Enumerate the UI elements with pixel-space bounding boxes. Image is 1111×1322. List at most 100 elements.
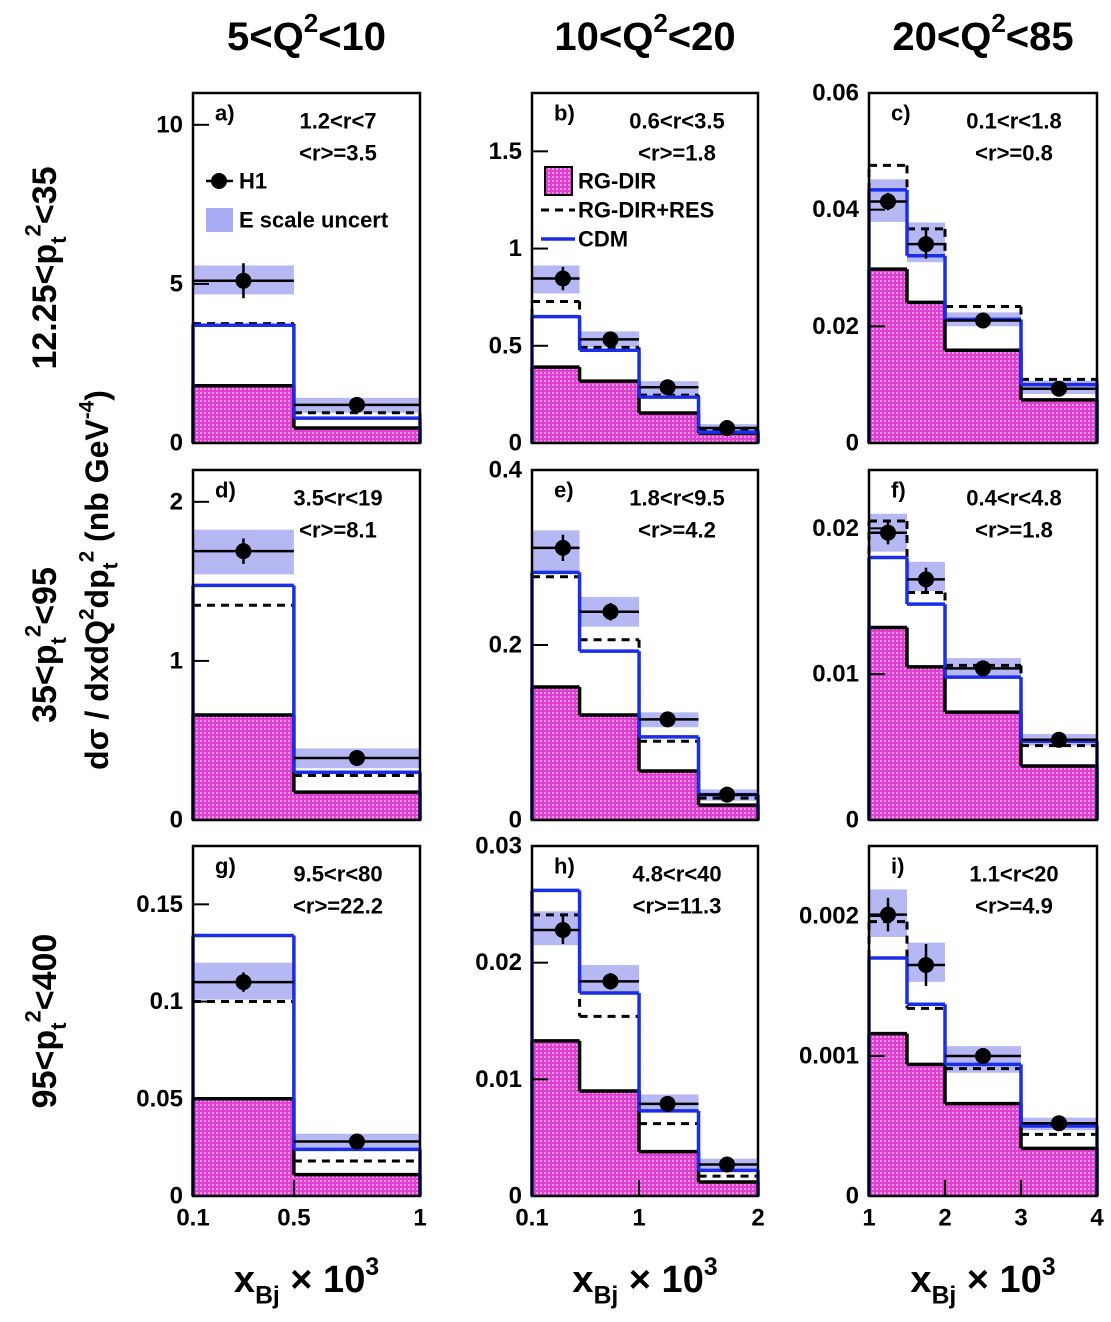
rg-dir-fill [532, 687, 580, 820]
annotation: 9.5<r<80 [293, 862, 382, 887]
rg-dir-fill [945, 350, 1021, 443]
label-part: × 10 [618, 1259, 704, 1301]
rg-dir-fill [1021, 766, 1097, 820]
h1-point [719, 1156, 736, 1173]
label-part: 2 [76, 608, 99, 620]
rg-dir-fill [293, 428, 420, 443]
label-part: 5<Q [227, 15, 304, 59]
annotation: <r>=1.8 [975, 518, 1053, 543]
rg-dir-fill [945, 712, 1021, 820]
x-tick-label: 0.1 [515, 1205, 548, 1232]
label-part: t [46, 636, 71, 644]
x-tick-label: 2 [938, 1205, 951, 1232]
label-part: -4 [76, 400, 99, 419]
legend-symbol [206, 208, 233, 232]
annotation: 4.8<r<40 [632, 862, 721, 887]
h1-point [1051, 380, 1067, 397]
label-part: <95 [26, 567, 64, 625]
label-part: ) [79, 390, 115, 401]
h1-point [880, 524, 896, 541]
panel-label: h) [554, 854, 575, 879]
y-tick-label: 0.02 [812, 313, 859, 340]
rg-dir-fill [869, 1033, 907, 1196]
y-tick-label: 0 [509, 430, 522, 457]
label-part: <20 [668, 15, 736, 59]
y-tick-label: 0.2 [489, 632, 522, 659]
y-tick-label: 0.02 [475, 949, 522, 976]
y-tick-label: 0.01 [812, 661, 859, 688]
y-tick-label: 0 [846, 1183, 859, 1210]
label-part: x [910, 1259, 931, 1301]
label-part: Bj [594, 1282, 619, 1309]
x-axis-title: xBj × 103 [572, 1254, 717, 1310]
h1-point [880, 906, 896, 923]
label-part: × 10 [956, 1259, 1042, 1301]
label-part: x [572, 1259, 593, 1301]
rg-dir-fill [639, 1151, 699, 1196]
label-part: <35 [26, 166, 64, 224]
legend-symbol [211, 173, 227, 189]
panel-frame [867, 91, 1099, 445]
h1-point [918, 571, 934, 588]
y-tick-label: 1 [509, 235, 522, 262]
panel-frame [530, 844, 760, 1198]
rg-dir-fill [193, 385, 294, 443]
y-tick-label: 0.002 [799, 903, 859, 930]
panel-frame [191, 91, 422, 445]
panel-label: e) [554, 478, 574, 503]
x-tick-label: 1 [862, 1205, 875, 1232]
x-tick-label: 4 [1090, 1205, 1104, 1232]
legend-label: RG-DIR [578, 169, 656, 194]
label-part: Bj [255, 1282, 280, 1309]
h1-point [602, 973, 619, 990]
annotation: 1.1<r<20 [969, 862, 1058, 887]
panel: 0 1 2 d) 3.5<r<19 <r>=8.1 [170, 468, 422, 834]
label-part: 2 [21, 1010, 46, 1022]
y-tick-label: 0 [170, 430, 183, 457]
label-part: t [100, 562, 123, 569]
y-tick-label: 0.05 [136, 1085, 183, 1112]
label-part: 3 [365, 1254, 379, 1281]
h1-point [1051, 1115, 1067, 1132]
h1-point [554, 270, 571, 287]
label-part: 2 [304, 8, 318, 38]
rg-dir-fill [907, 1064, 945, 1196]
rg-dir-fill [293, 792, 420, 820]
h1-point [554, 539, 571, 556]
label-part: Bj [932, 1282, 957, 1309]
rg-dir-fill [698, 805, 758, 820]
rg-dir-fill [698, 433, 758, 443]
panel-frame [867, 844, 1099, 1198]
y-tick-label: 0.04 [812, 196, 859, 223]
label-part: x [234, 1259, 255, 1301]
h1-point [348, 1133, 365, 1150]
h1-point [602, 331, 619, 348]
panel-label: i) [891, 854, 904, 879]
y-tick-label: 0 [170, 807, 183, 834]
y-tick-label: 0.03 [475, 833, 522, 860]
label-part: (nb GeV [79, 419, 115, 551]
label-part: 20<Q [892, 15, 991, 59]
panel: 0 0.2 0.4 e) 1.8<r<9.5 <r>=4.2 [489, 457, 760, 834]
y-tick-label: 0.06 [812, 80, 859, 107]
annotation: 0.6<r<3.5 [629, 109, 724, 134]
annotation: <r>=4.9 [975, 894, 1053, 919]
h1-point [602, 603, 619, 620]
rg-dir-fill [532, 367, 580, 443]
x-tick-label: 2 [751, 1205, 764, 1232]
label-part: 3 [1042, 1254, 1056, 1281]
column-title: 5<Q2<10 [227, 8, 386, 59]
h1-point [975, 312, 991, 329]
legend-label: RG-DIR+RES [578, 198, 714, 223]
y-tick-label: 0 [509, 1183, 522, 1210]
panel-frame [867, 468, 1099, 822]
label-part: t [46, 236, 71, 244]
label-part: 12.25<p [26, 244, 64, 370]
h1-point [880, 193, 896, 210]
column-title: 20<Q2<85 [892, 8, 1073, 59]
h1-point [554, 922, 571, 938]
h1-point [1051, 731, 1067, 748]
annotation: <r>=4.2 [638, 518, 716, 543]
h1-point [975, 1048, 991, 1064]
rg-dir-fill [907, 302, 945, 443]
